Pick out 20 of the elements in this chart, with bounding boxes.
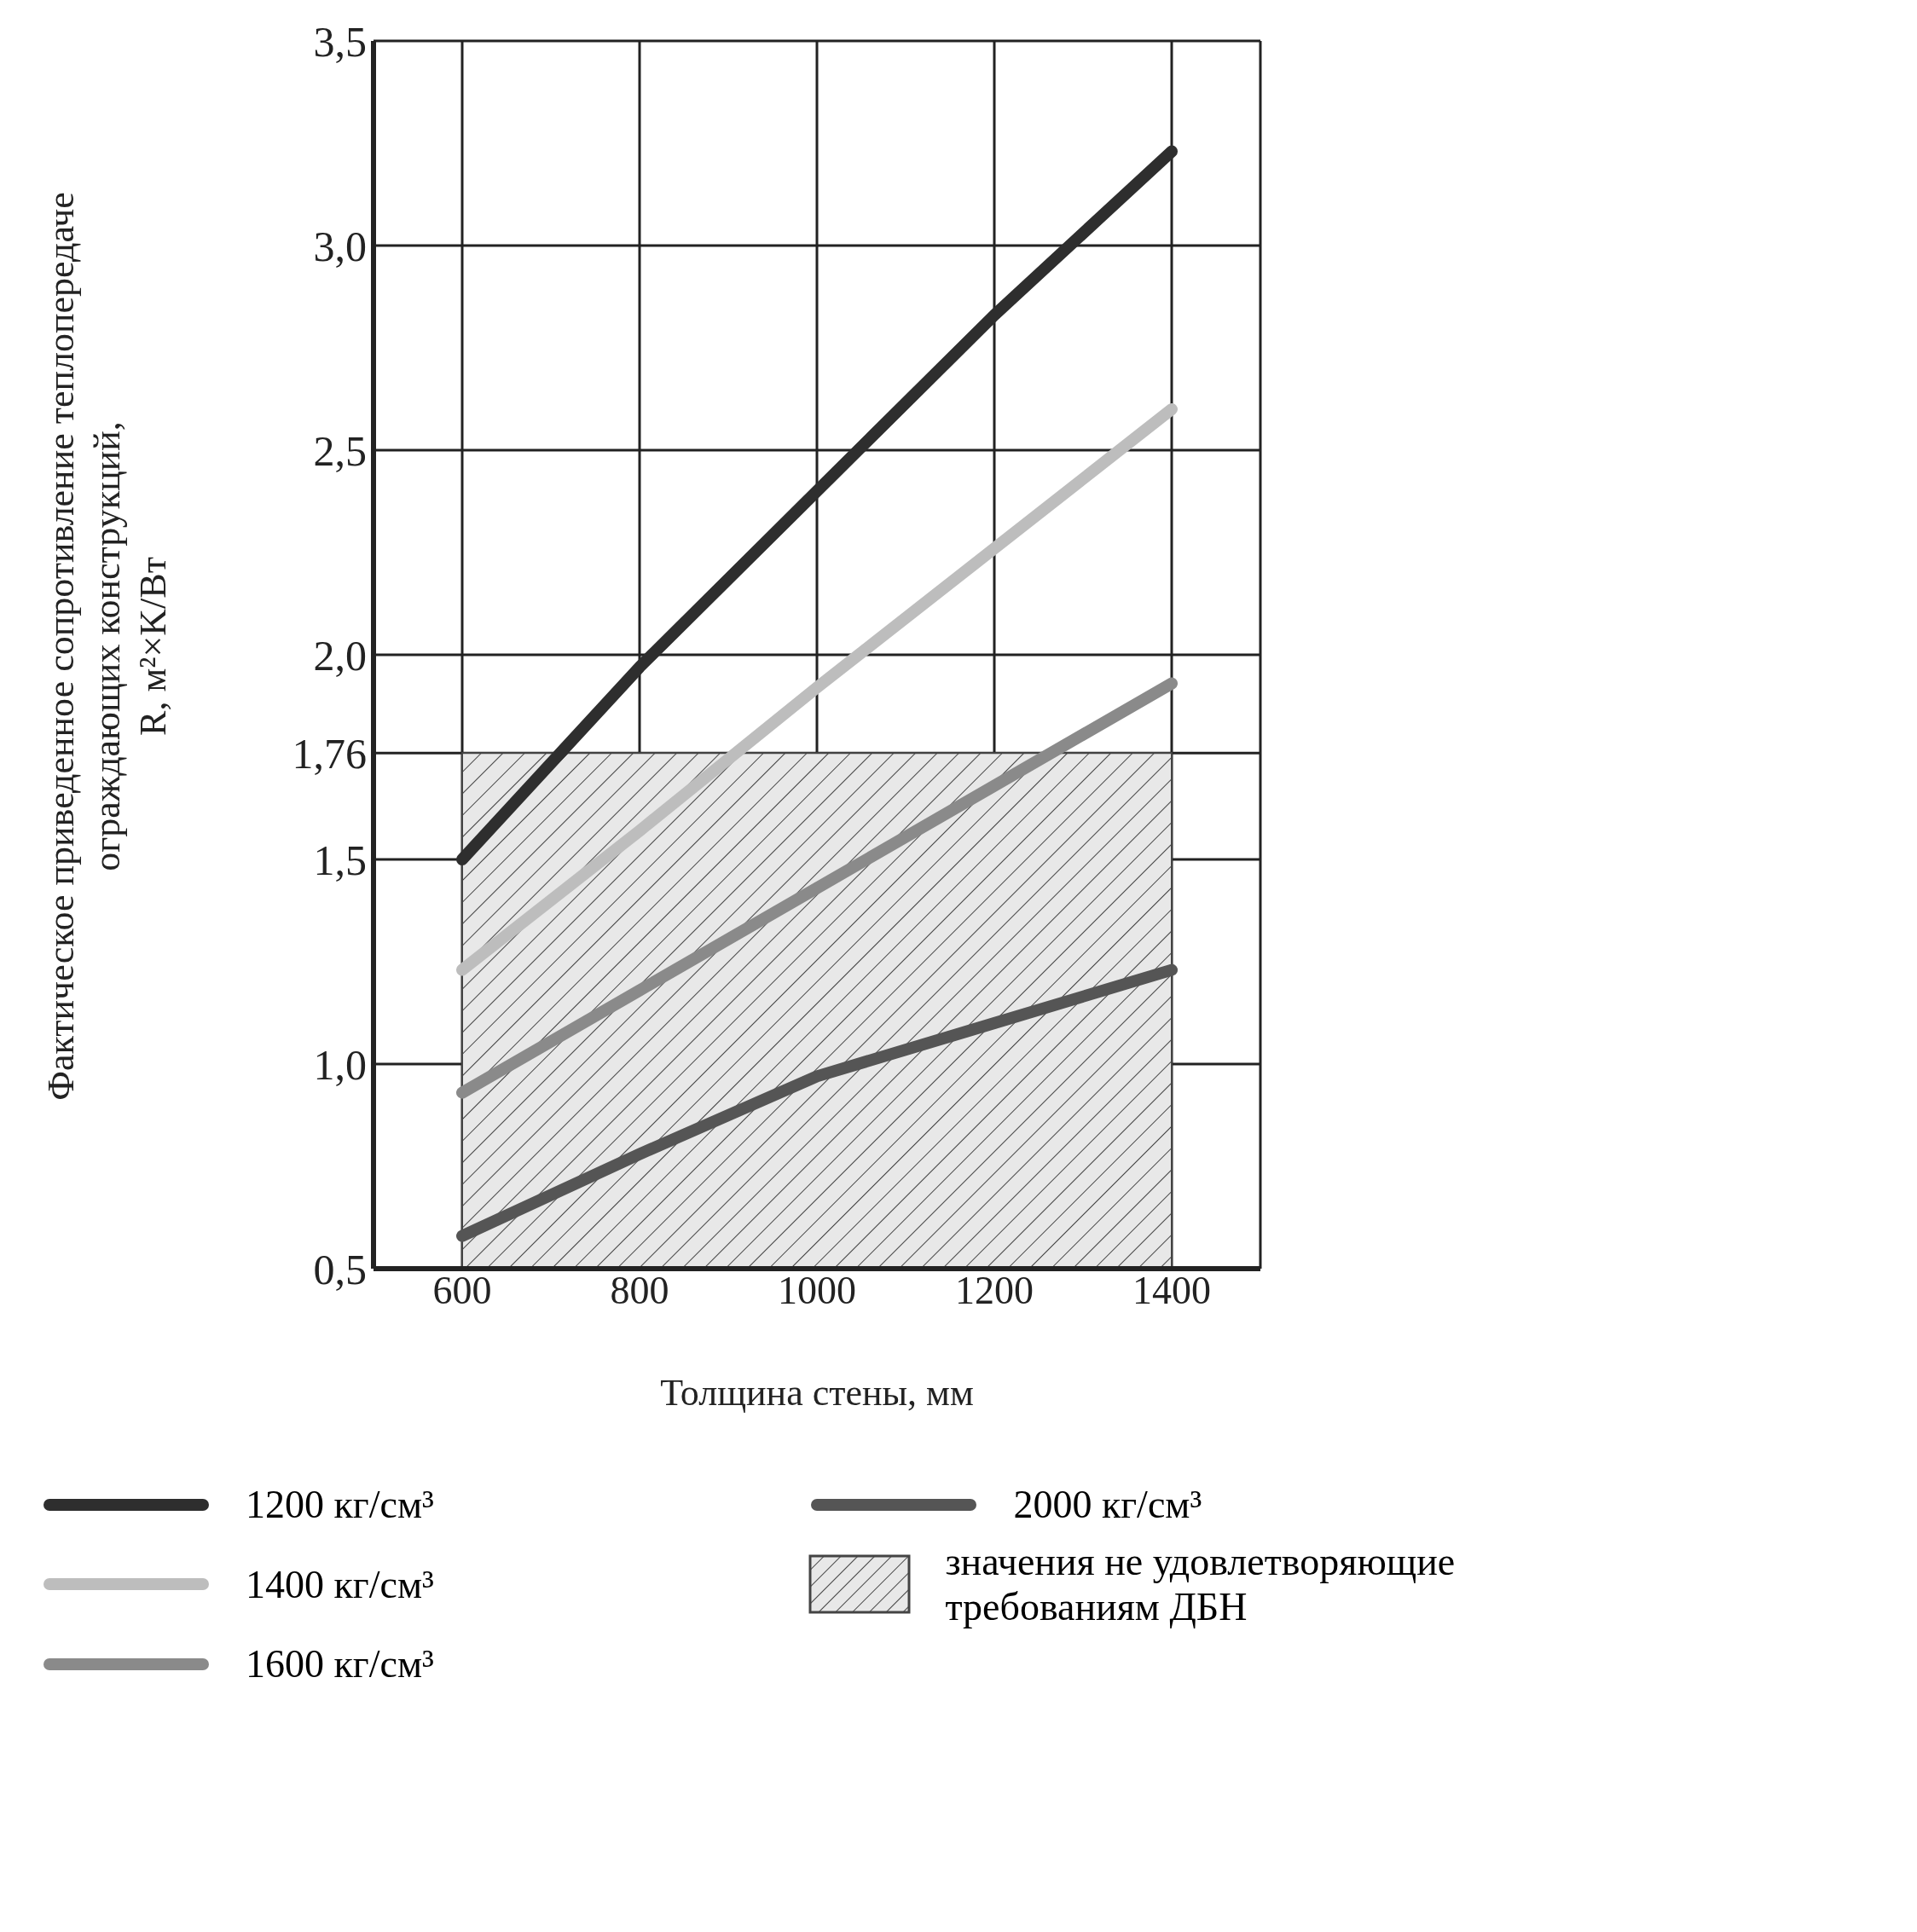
- y-tick-label: 1,76: [292, 729, 367, 778]
- x-axis-title: Толщина стены, мм: [660, 1372, 974, 1414]
- y-tick-label: 3,5: [313, 17, 367, 66]
- legend-label: 2000 кг/см³: [1013, 1482, 1202, 1527]
- y-tick-label: 2,0: [313, 631, 367, 680]
- y-tick-label: 3,0: [313, 222, 367, 270]
- x-tick-label: 800: [610, 1268, 669, 1312]
- x-tick-label: 1000: [778, 1268, 856, 1312]
- y-tick-label: 1,5: [313, 836, 367, 884]
- x-tick-label: 1200: [955, 1268, 1034, 1312]
- x-tick-label: 1400: [1132, 1268, 1211, 1312]
- y-tick-label: 0,5: [313, 1245, 367, 1293]
- x-tick-label: 600: [432, 1268, 492, 1312]
- y-tick-label: 2,5: [313, 426, 367, 475]
- y-axis-title: Фактическое приведенное сопротивление теплопередаче ограждающих конструкций, R, м²×K/Вт: [40, 192, 174, 1101]
- y-tick-label: 1,0: [313, 1040, 367, 1089]
- legend-label: значения не удовлетворяющие требованиям ДБН: [945, 1539, 1457, 1629]
- legend-label: 1200 кг/см³: [246, 1482, 434, 1527]
- legend-label: 1400 кг/см³: [246, 1561, 434, 1607]
- legend-label: 1600 кг/см³: [246, 1641, 434, 1686]
